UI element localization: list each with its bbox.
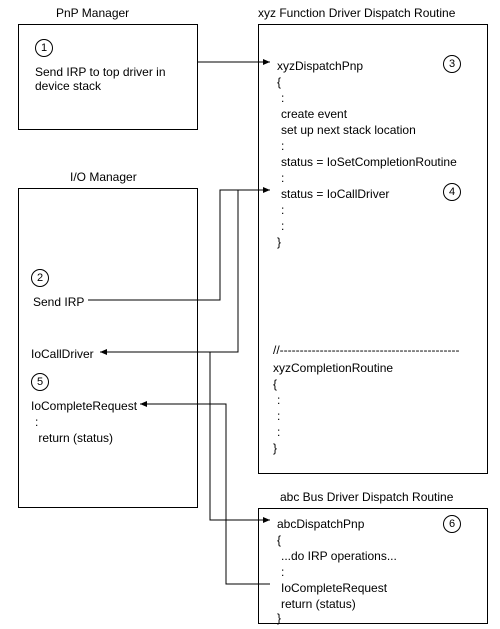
io-title: I/O Manager (70, 170, 137, 184)
bus-l5: IoCompleteRequest (281, 581, 387, 595)
pnp-title: PnP Manager (56, 6, 129, 20)
func-l9: status = IoCallDriver (281, 187, 389, 201)
func-l6: : (281, 139, 284, 153)
pnp-box: 1 Send IRP to top driver in device stack (18, 24, 198, 130)
step-6-num: 6 (449, 518, 455, 530)
step-3-circle: 3 (443, 55, 461, 73)
func-c2: { (273, 377, 277, 391)
io-return: return (status) (35, 431, 113, 445)
func-l2: { (277, 75, 281, 89)
func-c6: } (273, 441, 277, 455)
bus-box: abcDispatchPnp 6 { ...do IRP operations.… (258, 508, 488, 624)
step-3-num: 3 (449, 58, 455, 70)
func-c5: : (277, 425, 280, 439)
func-box: xyzDispatchPnp 3 { : create event set up… (258, 24, 488, 474)
func-l1: xyzDispatchPnp (277, 59, 363, 73)
step-4-circle: 4 (443, 183, 461, 201)
step-2-num: 2 (37, 272, 43, 284)
func-c3: : (277, 393, 280, 407)
pnp-text: Send IRP to top driver in device stack (35, 65, 185, 93)
bus-l3: ...do IRP operations... (281, 549, 397, 563)
step-1-num: 1 (41, 42, 47, 54)
io-iocalldriver: IoCallDriver (31, 347, 94, 361)
func-l11: : (281, 219, 284, 233)
bus-l1: abcDispatchPnp (277, 517, 364, 531)
func-l12: } (277, 235, 281, 249)
func-l7: status = IoSetCompletionRoutine (281, 155, 457, 169)
bus-l2: { (277, 533, 281, 547)
func-divider: //--------------------------------------… (273, 343, 460, 357)
bus-l7: } (277, 611, 281, 625)
func-l5: set up next stack location (281, 123, 416, 137)
func-c1: xyzCompletionRoutine (273, 361, 393, 375)
bus-l6: return (status) (281, 597, 356, 611)
io-iocompleterequest: IoCompleteRequest (31, 399, 137, 413)
step-6-circle: 6 (443, 515, 461, 533)
func-l8: : (281, 171, 284, 185)
func-l4: create event (281, 107, 347, 121)
step-1-circle: 1 (35, 39, 53, 57)
step-4-num: 4 (449, 186, 455, 198)
io-colon: : (35, 415, 38, 429)
func-c4: : (277, 409, 280, 423)
step-2-circle: 2 (31, 269, 49, 287)
func-title: xyz Function Driver Dispatch Routine (258, 6, 455, 20)
func-l10: : (281, 203, 284, 217)
func-l3: : (281, 91, 284, 105)
bus-title: abc Bus Driver Dispatch Routine (280, 490, 453, 504)
io-sendirp: Send IRP (33, 295, 84, 309)
bus-l4: : (281, 565, 284, 579)
step-5-circle: 5 (31, 373, 49, 391)
io-box: 2 Send IRP IoCallDriver 5 IoCompleteRequ… (18, 188, 198, 508)
step-5-num: 5 (37, 376, 43, 388)
